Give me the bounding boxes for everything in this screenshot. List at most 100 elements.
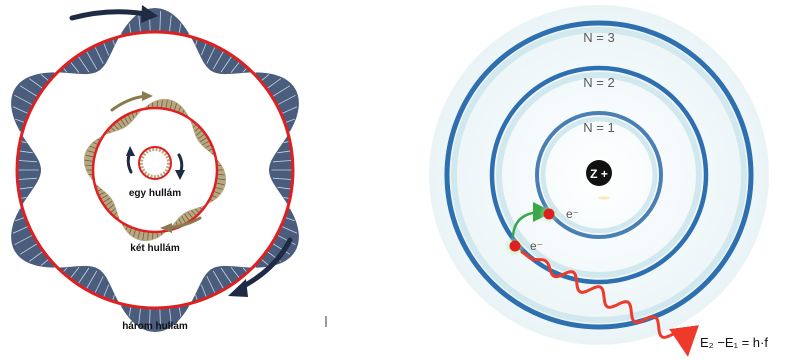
wave-hatch-line	[260, 258, 270, 266]
bohr-diagram: N = 3 N = 2 N = 1 Z + e⁻ e⁻ E₂ −E₁ = h·f	[429, 5, 769, 357]
two-wave-pattern	[84, 99, 226, 241]
shell-n3-label: N = 3	[583, 30, 614, 45]
wave-hatch-line	[284, 216, 295, 222]
electron-upper-label: e⁻	[566, 207, 579, 221]
wave-hatch-line	[214, 186, 223, 190]
wave-hatch-line	[138, 15, 141, 33]
wave-hatch-line	[28, 78, 44, 90]
wave-hatch-line	[107, 204, 115, 211]
wave-hatch-line	[128, 23, 132, 35]
wave-hatch-line	[28, 250, 44, 262]
wave-hatch-line	[284, 118, 295, 124]
shell-n2-halo	[496, 72, 702, 278]
wave-hatch-line	[94, 45, 104, 64]
photon-wave	[520, 250, 699, 357]
electron-lower	[509, 240, 521, 252]
wave-hatch-line	[77, 267, 90, 285]
wave-hatch-line	[178, 23, 182, 35]
wave-hatch-line	[85, 154, 95, 158]
wave-hatch-line	[212, 270, 225, 290]
wave-hatch-line	[277, 150, 292, 154]
wave-hatch-line	[119, 118, 126, 127]
electron-lower-label: e⁻	[530, 239, 543, 253]
energy-equation: E₂ −E₁ = h·f	[700, 335, 768, 350]
wave-hatch-line	[102, 284, 110, 299]
wave-hatch-line	[85, 164, 94, 167]
shell-n1-halo	[540, 116, 658, 234]
de-broglie-diagram: egy hullám két hullám három hullám	[11, 5, 299, 332]
wave-hatch-line	[12, 225, 30, 234]
wave-hatch-line	[199, 136, 208, 143]
wave-hatch-line	[161, 99, 163, 109]
nucleus-reflection	[598, 196, 610, 200]
wave-hatch-line	[280, 106, 298, 115]
wave-hatch-line	[18, 186, 33, 190]
wave-hatch-line	[169, 307, 172, 325]
arrow-head-top-icon	[141, 5, 158, 23]
wave-hatch-line	[149, 307, 151, 330]
wave-hatch-line	[181, 216, 187, 224]
wave-hatch-line	[69, 267, 80, 279]
wave-hatch-line	[84, 159, 94, 162]
wave-hatch-line	[271, 85, 291, 98]
wave-hatch-line	[266, 78, 282, 90]
arrow-head-middle-top-icon	[142, 91, 153, 101]
wave-hatch-line	[173, 103, 177, 112]
wave-hatch-line	[12, 106, 30, 115]
wave-hatch-line	[15, 118, 26, 124]
wave-hatch-line	[197, 133, 206, 140]
one-wave-pattern	[139, 147, 171, 179]
wave-hatch-line	[138, 307, 141, 325]
wave-hatch-line	[205, 144, 212, 148]
nucleus-label: Z +	[590, 167, 608, 181]
wave-hatch-line	[260, 74, 270, 82]
wave-hatch-line	[272, 177, 293, 180]
wave-hatch-line	[69, 61, 80, 73]
wave-hatch-line	[165, 100, 168, 109]
nucleus	[586, 160, 612, 186]
wave-hatch-line	[187, 211, 194, 220]
wave-hatch-line	[215, 182, 225, 186]
wave-hatch-line	[19, 242, 39, 255]
arrow-head-inner-right-icon	[175, 170, 185, 180]
shell-n2-label: N = 2	[583, 75, 614, 90]
wave-hatch-line	[212, 50, 225, 70]
wave-hatch-line	[147, 231, 149, 241]
wave-hatch-line	[102, 197, 111, 204]
wave-hatch-line	[137, 230, 141, 239]
wave-hatch-line	[85, 270, 98, 290]
wave-hatch-line	[230, 61, 241, 73]
electron-upper	[543, 208, 555, 220]
wave-hatch-line	[216, 173, 225, 176]
shell-n3-ring	[444, 20, 754, 330]
three-waves-label: három hullám	[122, 321, 188, 332]
electron-jump-arrow	[511, 202, 553, 237]
wave-hatch-line	[40, 74, 50, 82]
two-waves-label: két hullám	[130, 243, 180, 254]
wave-hatch-line	[206, 276, 216, 295]
inner-orbit-circle	[138, 146, 172, 180]
one-wave-fill	[139, 147, 171, 179]
wave-hatch-line	[77, 55, 90, 73]
wave-hatch-line	[195, 129, 203, 136]
wave-hatch-line	[169, 101, 173, 110]
wave-hatch-line	[128, 305, 132, 317]
arrow-head-middle-bottom-icon	[160, 223, 172, 233]
wave-hatch-line	[277, 186, 292, 190]
outer-orbit-circle	[15, 30, 295, 310]
wave-hatch-line	[271, 242, 291, 255]
two-wave-hatching	[84, 99, 226, 241]
three-wave-fill	[11, 8, 299, 332]
arrow-head-inner-left-icon	[126, 146, 135, 156]
wave-hatch-line	[127, 114, 132, 122]
wave-hatch-line	[15, 216, 26, 222]
wave-hatch-line	[14, 234, 34, 246]
wave-hatch-line	[230, 267, 241, 279]
wave-hatch-line	[17, 160, 38, 163]
wave-hatch-line	[159, 10, 161, 33]
wave-hatch-line	[87, 150, 96, 154]
wave-hatch-line	[94, 276, 104, 295]
wave-hatch-line	[169, 15, 172, 33]
wave-hatch-line	[276, 94, 296, 106]
wave-hatch-line	[272, 160, 293, 163]
